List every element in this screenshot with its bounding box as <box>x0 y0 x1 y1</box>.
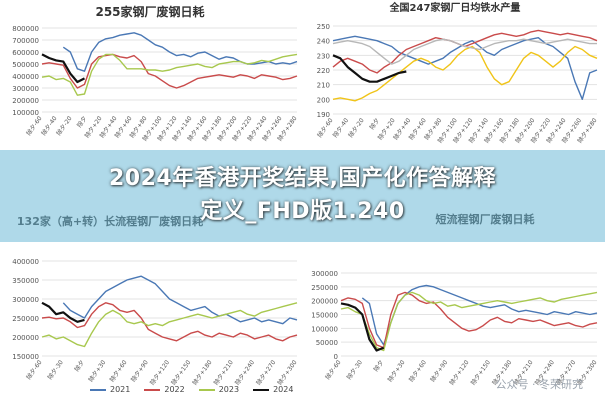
y-tick-label: 100000 <box>12 109 39 117</box>
y-tick-label: 50000 <box>316 339 338 347</box>
x-tick-label: 除夕-30 <box>46 358 65 381</box>
y-tick-label: 400000 <box>12 258 39 266</box>
headline-text[interactable]: 2024年香港开奖结果,国产化作答解释 定义_FHD版1.240 <box>0 162 605 228</box>
x-tick-label: 除夕+90 <box>129 358 150 383</box>
headline-line-2[interactable]: 定义_FHD版1.240 <box>200 199 405 224</box>
legend-item-2021: 2021 <box>90 385 130 394</box>
chart-panel-1: 255家钢厂废钢日耗 100000 200000 300000 400000 500000… <box>0 0 305 160</box>
series-line-2021 <box>332 35 598 100</box>
y-tick-label: 300000 <box>12 296 39 304</box>
y-tick-label: 230 <box>317 52 330 60</box>
legend-label: 2024 <box>273 385 294 394</box>
x-tick-label: 除夕-20 <box>347 116 366 139</box>
y-tick-label: 350000 <box>12 277 39 285</box>
y-tick-label: 200000 <box>12 97 39 105</box>
x-tick-label: 除夕+60 <box>407 358 428 383</box>
y-tick-label: 240 <box>317 38 330 46</box>
series-line-2023 <box>332 45 598 102</box>
x-tick-label: 除夕+180 <box>191 358 214 386</box>
series-line-2021 <box>361 284 598 346</box>
x-tick-label: 除夕+240 <box>233 358 256 386</box>
legend-item-2022: 2022 <box>144 385 185 394</box>
series-line-2021 <box>62 275 298 325</box>
chart-panel-2: 全国247家钢厂日均铁水产量 190 200 210 220 230 240 250 除夕-60… <box>305 0 605 160</box>
y-tick-label: 200000 <box>12 334 39 342</box>
x-tick-label: 除夕+120 <box>148 358 171 386</box>
series-line-2023 <box>41 53 298 96</box>
series-line-2024 <box>41 53 85 84</box>
legend-swatch <box>90 388 106 391</box>
series-line-2024 <box>340 302 385 352</box>
x-tick-label: 除夕+150 <box>169 358 192 386</box>
y-tick-label: 800000 <box>12 25 39 33</box>
x-tick-label: 除夕+300 <box>276 358 299 386</box>
series-line-2022 <box>41 302 298 342</box>
x-tick-label: 除夕 <box>75 115 88 129</box>
x-tick-label: 除夕+270 <box>254 358 277 386</box>
y-tick-label: 300000 <box>12 85 39 93</box>
y-tick-label: 300000 <box>311 270 338 278</box>
legend-item-2023: 2023 <box>198 385 240 394</box>
chart-247-mills-hot-metal: 全国247家钢厂日均铁水产量190200210220230240250除夕-60… <box>316 1 599 144</box>
x-tick-label: 除夕-30 <box>345 358 364 381</box>
y-tick-label: 150000 <box>12 353 39 361</box>
x-tick-label: 除夕+120 <box>448 358 471 386</box>
series-line-2022 <box>41 53 298 89</box>
x-tick-label: 除夕 <box>372 359 385 373</box>
chart-title: 255家钢厂废钢日耗 <box>95 4 204 19</box>
headline-banner <box>0 150 605 242</box>
chart-legend: 2021 2022 2023 2024 <box>90 385 293 394</box>
x-tick-label: 除夕+60 <box>108 358 129 383</box>
y-tick-label: 0 <box>334 353 338 361</box>
chart-255-mills-scrap: 255家钢厂废钢日耗 100000 200000 300000 400000 500000… <box>12 4 298 142</box>
series-line-2024 <box>41 301 85 323</box>
x-tick-label: 除夕 <box>368 117 381 131</box>
series-line-2024 <box>332 54 407 83</box>
chart-short-process: 短流程钢厂废钢日耗0500001000001500002000002500003… <box>311 212 598 386</box>
legend-label: 2023 <box>218 385 240 394</box>
y-tick-label: 250 <box>317 23 330 31</box>
y-tick-label: 190 <box>317 111 330 119</box>
y-tick-label: 200 <box>317 96 330 104</box>
y-tick-label: 250000 <box>12 315 39 323</box>
x-tick-label: 除夕+210 <box>212 358 235 386</box>
x-tick-label: 除夕-60 <box>324 358 343 381</box>
y-tick-label: 700000 <box>12 37 39 45</box>
y-tick-label: 500000 <box>12 61 39 69</box>
y-tick-label: 400000 <box>12 73 39 81</box>
x-tick-label: 除夕-20 <box>55 114 74 137</box>
headline-line-1[interactable]: 2024年香港开奖结果,国产化作答解释 <box>108 166 497 191</box>
legend-item-2024: 2024 <box>253 385 293 394</box>
x-tick-label: 除夕 <box>73 359 86 373</box>
series-line-2020 <box>332 38 597 65</box>
series-line-2023 <box>340 291 598 352</box>
y-tick-label: 100000 <box>311 325 338 333</box>
y-tick-label: 200000 <box>311 298 338 306</box>
legend-swatch <box>198 388 215 391</box>
series-line-2023 <box>41 302 298 348</box>
legend-swatch <box>144 388 161 391</box>
y-tick-label: 600000 <box>12 49 39 57</box>
x-tick-label: 除夕+30 <box>87 358 108 383</box>
x-tick-label: 除夕+150 <box>469 358 492 386</box>
x-tick-label: 除夕+90 <box>429 358 450 383</box>
legend-swatch <box>253 388 270 391</box>
watermark-text: 公众号 · 冬荣研究 <box>495 378 584 391</box>
legend-label: 2022 <box>164 385 185 394</box>
chart-title: 全国247家钢厂日均铁水产量 <box>389 1 521 14</box>
y-tick-label: 250000 <box>311 284 338 292</box>
y-tick-label: 220 <box>317 67 330 75</box>
y-tick-label: 150000 <box>311 312 338 320</box>
series-line-2021 <box>62 32 298 72</box>
series-line-2022 <box>332 29 598 74</box>
x-tick-label: 除夕-60 <box>25 358 44 381</box>
legend-label: 2021 <box>110 385 131 394</box>
y-tick-label: 210 <box>317 82 330 90</box>
x-tick-label: 除夕+30 <box>386 358 407 383</box>
